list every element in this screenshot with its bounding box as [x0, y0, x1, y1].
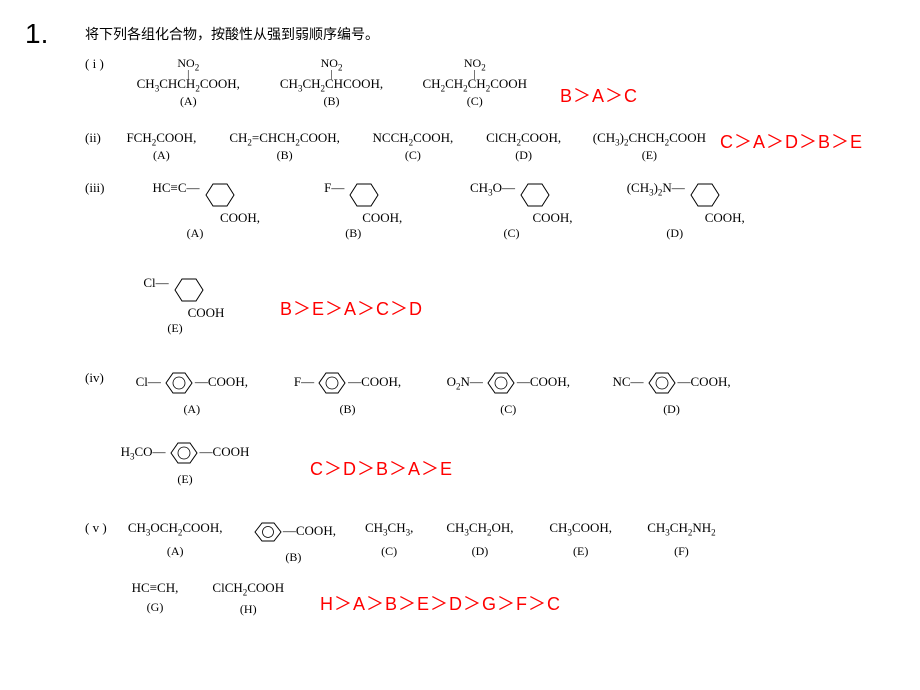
compound-iv-a: Cl——COOH, — [114, 370, 269, 396]
benzene-icon — [166, 440, 200, 466]
compound-iv-b: F——COOH, — [273, 370, 423, 396]
question-prompt: 将下列各组化合物，按酸性从强到弱顺序编号。 — [85, 24, 379, 44]
roman-iii: (iii) — [85, 180, 105, 195]
label: (B) — [238, 550, 348, 565]
compound-iv-d: NC——COOH, — [594, 370, 749, 396]
compound-v-c: CH3CH3, — [352, 520, 427, 538]
label: (D) — [471, 148, 576, 163]
label: (A) — [115, 544, 235, 559]
compound-iii-a: HC≡C—COOH, — [115, 180, 275, 226]
label-b: (B) — [262, 94, 402, 109]
compound-iii-c: CH3O—COOH, — [432, 180, 592, 226]
roman-i: ( i ) — [85, 56, 104, 71]
answer-i: B＞A＞C — [560, 82, 638, 108]
compound-v-h: ClCH2COOH — [198, 580, 298, 598]
compound-v-f: CH3CH2NH2 — [631, 520, 731, 538]
compound-v-b: —COOH, — [238, 520, 348, 544]
benzene-icon — [251, 520, 283, 544]
compound-iv-e: H3CO——COOH — [100, 440, 270, 466]
cyclohexane-icon — [515, 180, 553, 210]
label-a: (A) — [118, 94, 258, 109]
part-iii-row1: (iii) HC≡C—COOH, (A) F—COOH, (B) CH3O—CO… — [85, 180, 755, 241]
compound-i-c: CH2CH2CH2COOH — [405, 76, 545, 94]
roman-ii: (ii) — [85, 130, 101, 145]
part-ii: (ii) FCH2COOH, (A) CH2=CHCH2COOH, (B) NC… — [85, 130, 719, 163]
label: (C) — [426, 402, 591, 417]
label: (F) — [631, 544, 731, 559]
compound-v-d: CH3CH2OH, — [430, 520, 530, 538]
label: (E) — [100, 472, 270, 487]
benzene-icon — [161, 370, 195, 396]
label: (C) — [358, 148, 468, 163]
label: (B) — [273, 402, 423, 417]
answer-iv: C＞D＞B＞A＞E — [310, 455, 453, 481]
label: (H) — [198, 602, 298, 617]
compound-v-g: HC≡CH, — [115, 580, 195, 596]
label: (D) — [595, 226, 755, 241]
label: (A) — [111, 148, 211, 163]
cyclohexane-icon — [169, 275, 207, 305]
answer-v: H＞A＞B＞E＞D＞G＞F＞C — [320, 590, 561, 616]
label: (C) — [352, 544, 427, 559]
compound-ii-a: FCH2COOH, — [111, 130, 211, 148]
compound-iii-e: Cl—COOH — [100, 275, 250, 321]
label: (G) — [115, 600, 195, 615]
compound-ii-c: NCCH2COOH, — [358, 130, 468, 148]
question-number: 1. — [25, 18, 48, 50]
compound-i-a: CH3CHCH2COOH, — [118, 76, 258, 94]
cyclohexane-icon — [200, 180, 238, 210]
cyclohexane-icon — [685, 180, 723, 210]
label: (D) — [594, 402, 749, 417]
label: (C) — [432, 226, 592, 241]
label: (A) — [115, 226, 275, 241]
label: (E) — [579, 148, 719, 163]
compound-iii-d: (CH3)2N—COOH, — [595, 180, 755, 226]
benzene-icon — [314, 370, 348, 396]
part-iv-row2: H3CO——COOH (E) — [100, 440, 270, 487]
part-v-row1: ( v ) CH3OCH2COOH, (A) —COOH, (B) CH3CH3… — [85, 520, 731, 565]
label: (D) — [430, 544, 530, 559]
cyclohexane-icon — [344, 180, 382, 210]
compound-v-a: CH3OCH2COOH, — [115, 520, 235, 538]
label: (B) — [215, 148, 355, 163]
roman-iv: (iv) — [85, 370, 104, 385]
roman-v: ( v ) — [85, 520, 107, 535]
compound-v-e: CH3COOH, — [533, 520, 628, 538]
label: (B) — [278, 226, 428, 241]
compound-iv-c: O2N——COOH, — [426, 370, 591, 396]
compound-ii-e: (CH3)2CHCH2COOH — [579, 130, 719, 148]
part-i: ( i ) NO2 | CH3CHCH2COOH, (A) NO2 | CH3C… — [85, 56, 545, 109]
compound-i-b: CH3CH2CHCOOH, — [262, 76, 402, 94]
label-c: (C) — [405, 94, 545, 109]
label: (E) — [533, 544, 628, 559]
benzene-icon — [483, 370, 517, 396]
compound-ii-d: ClCH2COOH, — [471, 130, 576, 148]
compound-ii-b: CH2=CHCH2COOH, — [215, 130, 355, 148]
benzene-icon — [644, 370, 678, 396]
part-iv-row1: (iv) Cl——COOH, (A) F——COOH, (B) O2N——COO… — [85, 370, 749, 417]
answer-iii: B＞E＞A＞C＞D — [280, 295, 423, 321]
answer-ii: C＞A＞D＞B＞E — [720, 128, 863, 154]
part-iii-row2: Cl—COOH (E) — [100, 275, 250, 336]
label: (A) — [114, 402, 269, 417]
compound-iii-b: F—COOH, — [278, 180, 428, 226]
label: (E) — [100, 321, 250, 336]
part-v-row2: HC≡CH, (G) ClCH2COOH (H) — [115, 580, 298, 617]
